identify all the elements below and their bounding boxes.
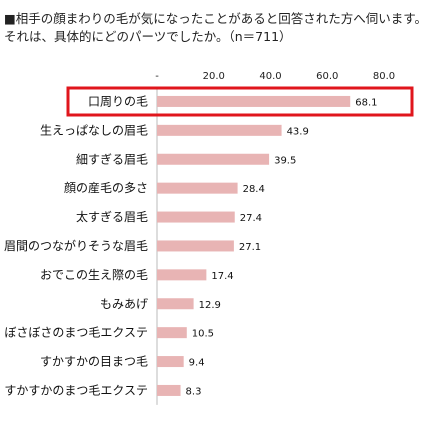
category-label: おでこの生え際の毛	[40, 268, 148, 282]
value-label: 10.5	[192, 329, 214, 340]
category-label: 生えっぱなしの眉毛	[40, 123, 148, 137]
bar	[157, 240, 234, 252]
x-tick-label: 80.0	[373, 71, 395, 82]
category-label: すかすかの目まつ毛	[40, 355, 148, 369]
category-label: 顔の産毛の多さ	[64, 180, 148, 195]
value-label: 27.1	[239, 242, 261, 253]
value-label: 8.3	[186, 386, 202, 397]
category-label: すかすかのまつ毛エクステ	[4, 383, 148, 397]
bar	[157, 356, 184, 368]
x-tick-label: 60.0	[316, 71, 338, 82]
bar	[157, 182, 238, 194]
bar	[157, 211, 235, 223]
category-label: 太すぎる眉毛	[76, 209, 148, 224]
category-label: 眉間のつながりそうな眉毛	[4, 238, 148, 253]
bar	[157, 298, 194, 310]
category-label: もみあげ	[100, 297, 148, 311]
x-tick-label: -	[155, 71, 159, 82]
bar	[157, 269, 207, 281]
chart-title: ■相手の顔まわりの毛が気になったことがあると回答された方へ伺います。それは、具体…	[4, 11, 428, 44]
value-label: 43.9	[287, 126, 309, 137]
value-label: 39.5	[274, 155, 296, 166]
bar	[157, 153, 270, 165]
bar	[157, 95, 351, 107]
value-label: 9.4	[189, 358, 205, 369]
bar	[157, 124, 282, 136]
bar	[157, 384, 181, 396]
value-label: 17.4	[211, 271, 233, 282]
x-tick-label: 40.0	[259, 71, 281, 82]
value-label: 68.1	[355, 97, 377, 108]
category-label: ぼさぼさのまつ毛エクステ	[4, 326, 148, 340]
highlight-box	[66, 86, 414, 117]
category-label: 口周りの毛	[88, 94, 148, 108]
value-label: 28.4	[243, 184, 265, 195]
value-label: 12.9	[199, 300, 221, 311]
value-label: 27.4	[240, 213, 262, 224]
category-label: 細すぎる眉毛	[76, 152, 148, 166]
x-tick-label: 20.0	[203, 71, 225, 82]
bar	[157, 327, 187, 339]
